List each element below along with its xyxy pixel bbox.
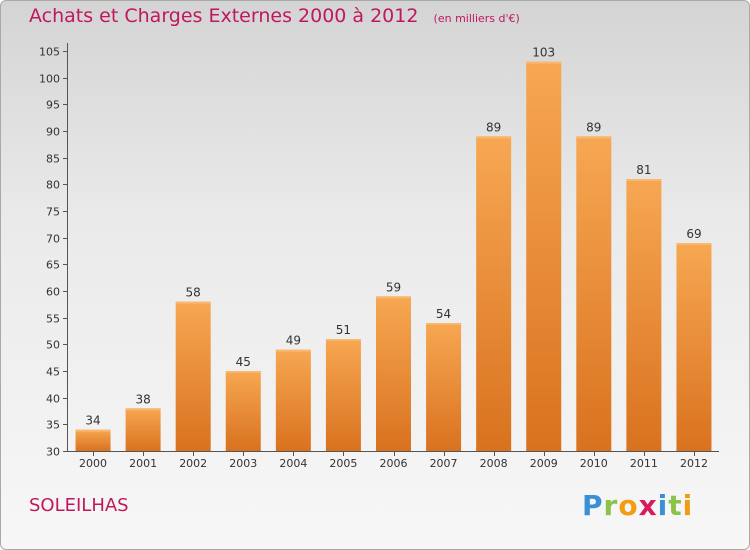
y-tick-label: 100 [39,73,60,86]
bar-2001 [125,408,161,451]
logo-letter: t [668,489,683,522]
x-tick-label: 2002 [179,457,207,470]
x-tick-label: 2012 [680,457,708,470]
y-tick-label: 55 [46,313,60,326]
y-tick-label: 45 [46,366,60,379]
bar-2003 [225,371,261,451]
y-axis: 30 35 40 45 50 55 60 65 70 75 80 85 90 95 100 105 [39,43,68,459]
x-tick-label: 2005 [329,457,357,470]
y-tick-label: 85 [46,153,60,166]
bar-highlight [676,243,712,245]
bar-highlight [75,429,111,432]
value-label: 54 [436,307,451,321]
x-tick-label: 2008 [480,457,508,470]
logo-letter: P [582,489,604,522]
value-label: 81 [636,163,651,177]
bar-highlight [526,61,562,64]
y-tick-label: 90 [46,126,60,139]
logo-letter: x [638,489,658,522]
chart-title: Achats et Charges Externes 2000 à 2012 [29,5,419,27]
value-label: 58 [186,286,201,300]
bar-highlight [426,323,462,325]
y-tick-label: 70 [46,233,60,246]
x-tick-label: 2006 [380,457,408,470]
bar-highlight [376,296,411,299]
bar-highlight [576,136,612,139]
chart-subtitle: (en milliers d'€) [433,12,520,25]
y-tick-label: 65 [46,259,60,272]
value-label: 38 [135,392,150,406]
bar-2009 [526,61,562,452]
y-tick-label: 35 [46,419,60,432]
logo-letter: i [657,489,669,522]
x-tick-label: 2011 [630,457,658,470]
logo-letter: o [618,489,639,522]
bar-highlight [125,408,161,411]
value-label: 45 [236,355,251,369]
bar-highlight [476,136,512,139]
y-tick-label: 40 [46,393,60,406]
x-tick-label: 2000 [79,457,107,470]
bar-highlight [175,301,211,304]
logo-letter: i [682,489,694,522]
bar-2010 [576,136,612,452]
bar-2007 [426,323,462,451]
x-tick-label: 2010 [580,457,608,470]
proxiti-logo: Proxiti [582,489,693,522]
x-tick-label: 2001 [129,457,157,470]
y-tick-label: 60 [46,286,60,299]
value-label: 89 [486,120,501,134]
logo-letter: r [603,489,619,522]
bar-highlight [275,349,311,352]
value-label: 103 [532,46,555,60]
value-label: 59 [386,280,401,294]
value-label: 34 [85,414,100,428]
title-row: Achats et Charges Externes 2000 à 2012 (… [29,5,520,27]
value-label: 69 [686,227,701,241]
bars: 34 38 58 45 49 51 59 54 89 103 89 81 69 [75,46,712,452]
bar-highlight [225,371,261,373]
bar-2004 [275,349,311,451]
bar-highlight [626,179,662,181]
commune-name: SOLEILHAS [29,495,129,516]
value-label: 49 [286,334,301,348]
bar-2006 [376,296,411,451]
bar-2002 [175,301,211,451]
value-label: 51 [336,323,351,337]
y-tick-label: 105 [39,46,60,59]
x-tick-label: 2003 [229,457,257,470]
y-tick-label: 95 [46,99,60,112]
x-tick-label: 2009 [530,457,558,470]
x-tick-label: 2004 [279,457,307,470]
bar-2008 [476,136,512,452]
y-tick-label: 50 [46,339,60,352]
bar-2012 [676,243,712,451]
y-tick-label: 30 [46,446,60,459]
x-tick-label: 2007 [430,457,458,470]
bar-highlight [325,339,361,341]
y-tick-label: 80 [46,179,60,192]
value-label: 89 [586,120,601,134]
bar-2000 [75,429,111,451]
y-tick-label: 75 [46,206,60,219]
x-axis: 2000 2001 2002 2003 2004 2005 2006 2007 2008 2009… [67,451,719,470]
bar-2005 [325,339,361,451]
bar-2011 [626,179,662,451]
